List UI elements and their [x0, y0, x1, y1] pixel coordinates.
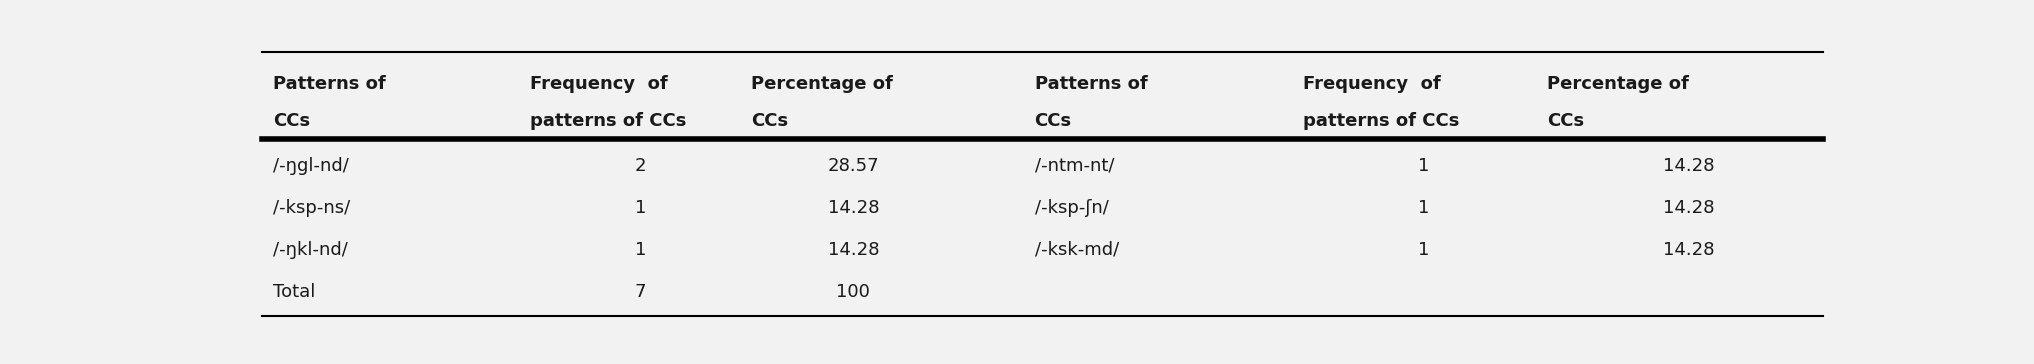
Text: CCs: CCs: [1035, 112, 1072, 130]
Text: 14.28: 14.28: [1664, 241, 1715, 259]
Text: patterns of CCs: patterns of CCs: [1302, 112, 1458, 130]
Text: Frequency  of: Frequency of: [531, 75, 667, 93]
Text: /-ntm-nt/: /-ntm-nt/: [1035, 157, 1115, 175]
Text: /-ŋkl-nd/: /-ŋkl-nd/: [273, 241, 348, 259]
Text: 1: 1: [1418, 241, 1430, 259]
Text: /-ksp-ʃn/: /-ksp-ʃn/: [1035, 199, 1109, 217]
Text: 100: 100: [836, 283, 871, 301]
Text: CCs: CCs: [1548, 112, 1584, 130]
Text: /-ŋgl-nd/: /-ŋgl-nd/: [273, 157, 350, 175]
Text: 14.28: 14.28: [828, 199, 879, 217]
Text: 1: 1: [635, 241, 647, 259]
Text: Percentage of: Percentage of: [1548, 75, 1688, 93]
Text: patterns of CCs: patterns of CCs: [531, 112, 687, 130]
Text: Total: Total: [273, 283, 315, 301]
Text: /-ksk-md/: /-ksk-md/: [1035, 241, 1119, 259]
Text: 1: 1: [635, 199, 647, 217]
Text: CCs: CCs: [751, 112, 787, 130]
Text: 14.28: 14.28: [1664, 157, 1715, 175]
Text: Patterns of: Patterns of: [273, 75, 386, 93]
Text: 14.28: 14.28: [1664, 199, 1715, 217]
Text: Frequency  of: Frequency of: [1302, 75, 1440, 93]
Text: CCs: CCs: [273, 112, 311, 130]
Text: 14.28: 14.28: [828, 241, 879, 259]
Text: 28.57: 28.57: [828, 157, 879, 175]
Text: 7: 7: [635, 283, 647, 301]
Text: 2: 2: [635, 157, 647, 175]
Text: 1: 1: [1418, 199, 1430, 217]
Text: Patterns of: Patterns of: [1035, 75, 1147, 93]
Text: /-ksp-ns/: /-ksp-ns/: [273, 199, 350, 217]
Text: 1: 1: [1418, 157, 1430, 175]
Text: Percentage of: Percentage of: [751, 75, 893, 93]
